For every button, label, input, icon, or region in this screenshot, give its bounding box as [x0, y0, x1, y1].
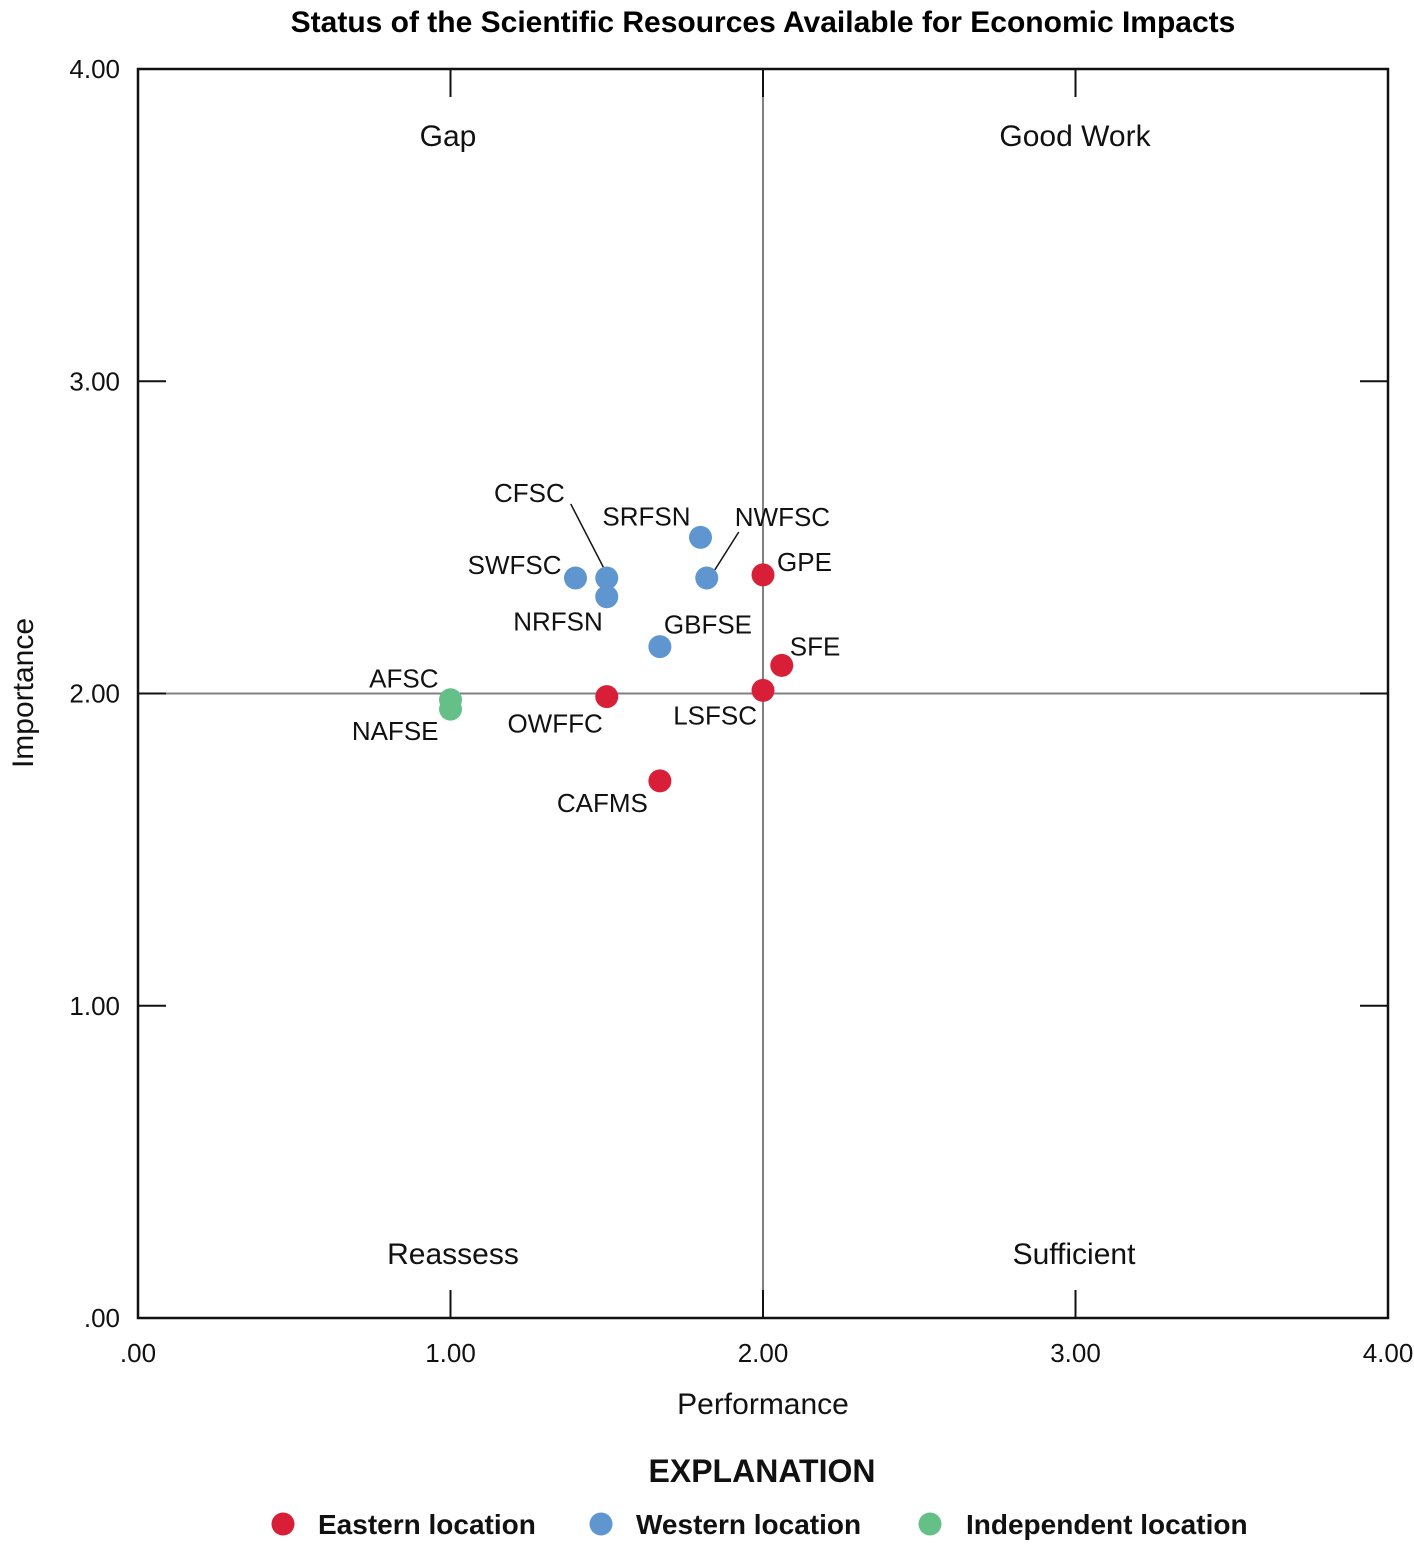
label-leader-lines	[570, 503, 740, 571]
point-label-owffc: OWFFC	[507, 709, 602, 739]
quadrant-label-sufficient: Sufficient	[1013, 1238, 1137, 1271]
point-gpe	[751, 563, 775, 587]
x-tick-label: 2.00	[738, 1338, 789, 1368]
legend-label-independent: Independent location	[966, 1509, 1248, 1540]
legend-marker-independent	[918, 1512, 942, 1536]
point-label-gpe: GPE	[777, 547, 832, 577]
point-srfsn	[689, 525, 712, 549]
point-label-nrfsn: NRFSN	[513, 607, 603, 637]
leader-line-cfsc	[570, 503, 606, 571]
y-tick-label: 4.00	[69, 54, 120, 84]
y-tick-label: .00	[84, 1303, 120, 1333]
point-label-sfe: SFE	[790, 631, 841, 661]
legend-marker-eastern	[271, 1512, 295, 1536]
point-label-nwfsc: NWFSC	[735, 502, 830, 532]
point-sfe	[770, 653, 794, 677]
axis-ticks	[138, 69, 1388, 1318]
point-label-swfsc: SWFSC	[468, 550, 562, 580]
chart-title: Status of the Scientific Resources Avail…	[291, 6, 1236, 39]
tick-labels: .00 1.00 2.00 3.00 4.00 .00 1.00 2.00 3.00 4.00	[69, 54, 1413, 1368]
point-cafms	[648, 769, 672, 793]
point-label-cfsc: CFSC	[494, 478, 565, 508]
point-labels: SRFSN NWFSC CFSC SWFSC NRFSN GBFSE GPE SFE LSFSC…	[352, 478, 841, 818]
legend-title: EXPLANATION	[649, 1453, 876, 1489]
point-nwfsc	[695, 566, 719, 590]
x-tick-label: 3.00	[1050, 1338, 1101, 1368]
x-tick-label: .00	[120, 1338, 156, 1368]
point-label-srfsn: SRFSN	[602, 501, 690, 531]
point-label-gbfse: GBFSE	[664, 610, 752, 640]
point-nrfsn	[595, 585, 619, 609]
legend-marker-western	[589, 1512, 613, 1536]
data-points	[439, 525, 794, 793]
y-axis-title: Importance	[7, 618, 40, 768]
point-cfsc	[595, 566, 619, 590]
point-owffc	[595, 685, 619, 709]
point-label-lsfsc: LSFSC	[673, 700, 757, 730]
leader-line-nwfsc	[714, 531, 740, 571]
legend-label-eastern: Eastern location	[318, 1509, 536, 1540]
point-nafse	[439, 697, 462, 721]
x-axis-title: Performance	[677, 1388, 849, 1421]
point-swfsc	[564, 566, 587, 590]
x-tick-label: 4.00	[1363, 1338, 1414, 1368]
point-label-nafse: NAFSE	[352, 716, 439, 746]
y-tick-label: 3.00	[69, 366, 120, 396]
x-tick-label: 1.00	[425, 1338, 476, 1368]
y-tick-label: 1.00	[69, 991, 120, 1021]
point-label-cafms: CAFMS	[557, 788, 648, 818]
y-tick-label: 2.00	[69, 679, 120, 709]
point-gbfse	[648, 635, 672, 659]
legend-label-western: Western location	[636, 1509, 861, 1540]
point-label-afsc: AFSC	[369, 664, 438, 694]
quadrant-label-gap: Gap	[420, 120, 477, 153]
legend: Eastern location Western location Independ…	[271, 1509, 1248, 1540]
quadrant-label-good-work: Good Work	[999, 120, 1151, 153]
point-lsfsc	[751, 678, 775, 702]
quadrant-label-reassess: Reassess	[387, 1238, 519, 1271]
